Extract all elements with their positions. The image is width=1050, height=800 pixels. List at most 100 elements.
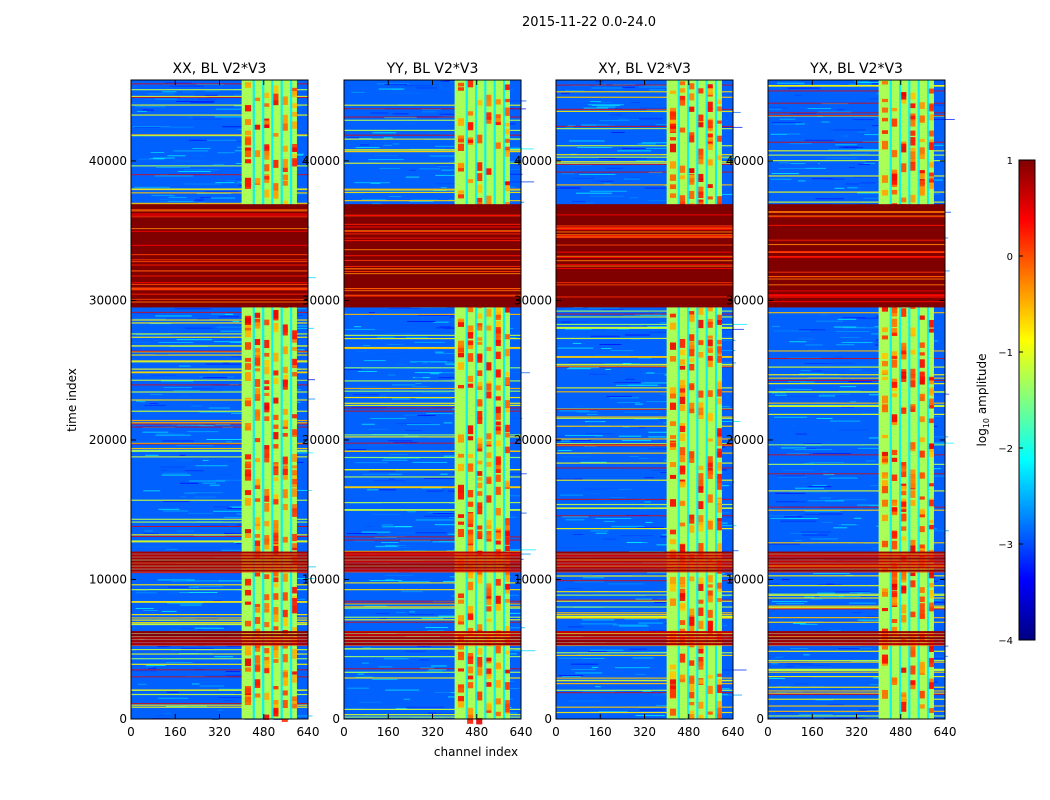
rfi-stripe — [344, 509, 521, 511]
noise-streak — [135, 608, 154, 609]
rfi-cell — [909, 115, 916, 120]
rfi-cell — [697, 501, 704, 510]
noise-streak — [136, 334, 172, 336]
rfi-cell — [467, 464, 474, 470]
rfi-line — [131, 96, 308, 98]
rfi-cell — [927, 499, 934, 507]
rfi-cell — [494, 340, 501, 347]
rfi-cell — [688, 624, 695, 633]
rfi-cell — [503, 575, 510, 581]
noise-streak — [196, 618, 219, 620]
rfi-cell — [706, 84, 713, 89]
noise-streak — [857, 192, 888, 194]
rfi-cell — [272, 377, 279, 385]
rfi-stripe — [768, 160, 945, 162]
noise-streak — [184, 470, 204, 472]
noise-streak — [556, 547, 578, 549]
noise-streak — [565, 328, 592, 330]
strong-rfi-gap — [344, 553, 521, 555]
rfi-cell — [891, 359, 898, 368]
noise-streak — [181, 473, 215, 475]
noise-streak — [647, 200, 681, 202]
rfi-cell — [467, 80, 474, 88]
saturated-line — [768, 295, 945, 297]
strong-rfi-row — [344, 640, 521, 643]
noise-streak — [387, 374, 396, 376]
rfi-cell — [503, 446, 510, 454]
rfi-line — [344, 116, 521, 118]
rfi-cell — [457, 362, 465, 370]
rfi-cell — [263, 520, 270, 527]
rfi-cell — [669, 462, 677, 468]
strong-rfi-row — [131, 631, 308, 634]
rfi-line — [131, 426, 308, 428]
noise-streak — [641, 142, 677, 144]
rfi-cell — [290, 475, 297, 480]
noise-streak — [605, 89, 625, 91]
noise-streak — [396, 423, 431, 424]
rfi-cell — [706, 335, 713, 339]
rfi-stripe — [768, 698, 945, 700]
rfi-cell — [254, 484, 261, 490]
rfi-cell — [457, 696, 465, 702]
rfi-cell — [263, 120, 270, 125]
noise-streak — [775, 441, 792, 443]
rfi-cell — [679, 95, 686, 101]
rfi-stripe — [556, 425, 733, 427]
rfi-cell — [494, 369, 501, 378]
noise-streak — [373, 591, 381, 593]
noise-streak — [228, 460, 236, 462]
noise-streak — [643, 85, 673, 87]
rfi-cell — [909, 545, 916, 554]
noise-streak — [383, 137, 393, 139]
rfi-cell — [272, 93, 279, 101]
rfi-cell — [891, 332, 898, 336]
noise-streak — [775, 394, 787, 396]
noise-streak — [868, 437, 884, 439]
noise-streak — [386, 344, 404, 346]
strong-rfi-gap — [556, 571, 733, 573]
noise-streak — [389, 333, 414, 334]
rfi-stripe — [344, 708, 521, 710]
noise-streak — [771, 663, 779, 665]
noise-streak — [815, 198, 844, 200]
rfi-cell — [476, 502, 483, 509]
rfi-cell — [706, 609, 713, 618]
rfi-cell — [290, 533, 297, 542]
rfi-cell — [467, 139, 474, 143]
noise-streak — [351, 409, 385, 411]
rfi-cell — [669, 435, 677, 439]
rfi-cell — [244, 620, 252, 627]
rfi-cell — [457, 87, 465, 91]
strong-rfi-gap — [344, 636, 521, 638]
noise-streak — [142, 109, 154, 111]
noise-streak — [441, 169, 464, 171]
rfi-stripe — [768, 594, 945, 596]
noise-streak — [854, 679, 893, 681]
noise-streak — [224, 313, 234, 315]
noise-streak — [771, 392, 778, 394]
noise-streak — [621, 86, 635, 88]
noise-streak — [706, 126, 743, 128]
saturated-line — [344, 288, 521, 290]
rfi-stripe — [556, 711, 733, 714]
noise-streak — [862, 141, 882, 143]
noise-streak — [177, 425, 199, 427]
rfi-cell — [290, 702, 297, 709]
noise-streak — [780, 520, 817, 522]
rfi-cell — [891, 393, 898, 398]
noise-streak — [787, 663, 813, 665]
y-tick-label: 30000 — [89, 293, 127, 307]
rfi-cell — [679, 81, 686, 86]
rfi-stripe — [556, 652, 733, 654]
noise-streak — [647, 325, 686, 327]
noise-streak — [368, 428, 390, 430]
noise-streak — [590, 335, 620, 337]
y-tick-label: 20000 — [514, 433, 552, 447]
rfi-cell — [485, 657, 492, 662]
noise-streak — [822, 362, 851, 364]
noise-streak — [161, 380, 194, 382]
rfi-cell — [715, 320, 722, 325]
rfi-cell — [679, 404, 686, 411]
rfi-cell — [254, 394, 261, 400]
